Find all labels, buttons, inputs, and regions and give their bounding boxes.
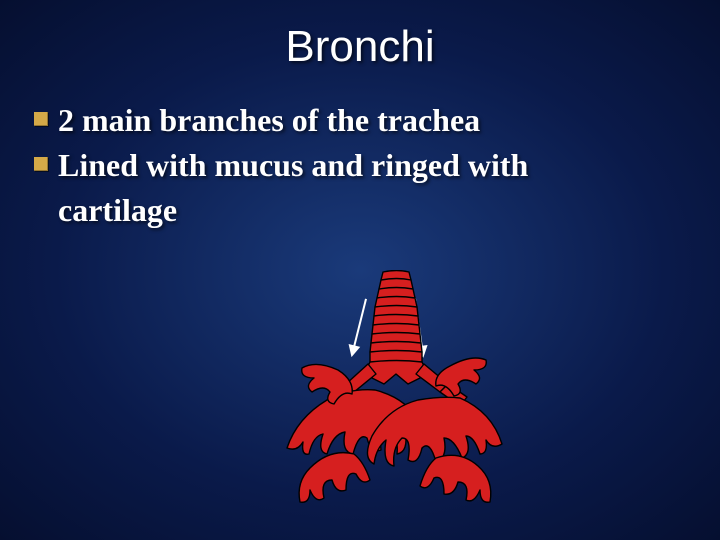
bullet-text: Lined with mucus and ringed with	[58, 145, 528, 186]
bullet-continuation: cartilage	[34, 190, 686, 231]
bullet-marker-icon	[34, 112, 48, 126]
bronchi-illustration	[280, 270, 510, 530]
bullet-item: 2 main branches of the trachea	[34, 100, 686, 141]
bullet-text: 2 main branches of the trachea	[58, 100, 480, 141]
slide-title: Bronchi	[0, 0, 720, 72]
slide-body: 2 main branches of the trachea Lined wit…	[0, 72, 720, 231]
bullet-marker-icon	[34, 157, 48, 171]
bullet-item: Lined with mucus and ringed with	[34, 145, 686, 186]
